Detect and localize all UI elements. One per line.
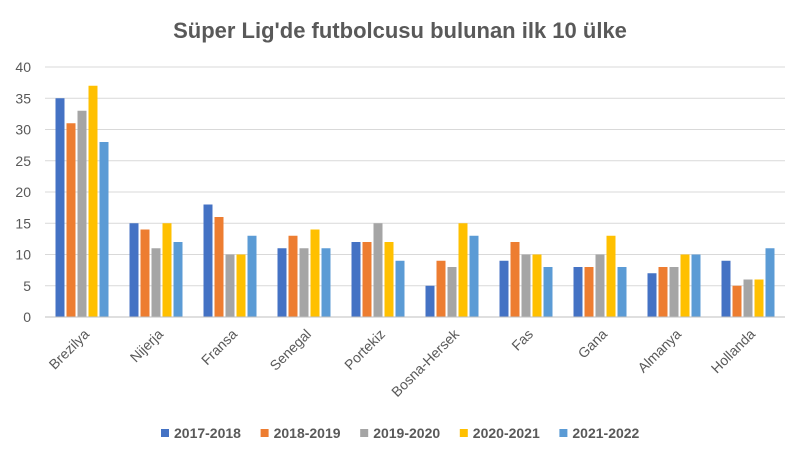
y-tick-label: 15	[15, 215, 31, 231]
bar	[680, 254, 690, 317]
bar	[658, 267, 668, 317]
legend-item: 2019-2020	[360, 425, 440, 441]
y-tick-label: 25	[15, 153, 31, 169]
x-tick-label: Almanya	[634, 326, 684, 376]
bar	[543, 267, 553, 317]
chart-title: Süper Lig'de futbolcusu bulunan ilk 10 ü…	[173, 18, 627, 43]
x-tick-label: Portekiz	[341, 326, 388, 373]
bar	[151, 248, 161, 317]
y-tick-label: 0	[23, 309, 31, 325]
bar	[691, 254, 701, 317]
legend-label: 2020-2021	[473, 425, 540, 441]
bar	[162, 223, 172, 317]
bar	[521, 254, 531, 317]
bar	[436, 260, 446, 317]
y-tick-label: 35	[15, 90, 31, 106]
bar	[647, 273, 657, 317]
bar	[129, 223, 139, 317]
bar	[573, 267, 583, 317]
legend-label: 2018-2019	[274, 425, 341, 441]
bar	[373, 223, 383, 317]
bar	[384, 242, 394, 317]
bar	[754, 279, 764, 317]
bar	[77, 110, 87, 317]
bar	[395, 260, 405, 317]
bar	[595, 254, 605, 317]
y-tick-label: 10	[15, 247, 31, 263]
bar	[743, 279, 753, 317]
legend-item: 2021-2022	[559, 425, 640, 441]
legend-swatch	[559, 429, 568, 437]
x-tick-label: Fas	[508, 326, 536, 354]
bar	[321, 248, 331, 317]
bar	[236, 254, 246, 317]
legend-label: 2021-2022	[572, 425, 639, 441]
y-tick-label: 40	[15, 59, 31, 75]
x-tick-label: Brezilya	[46, 326, 93, 373]
x-tick-label: Bosna-Hersek	[388, 325, 463, 400]
bar	[447, 267, 457, 317]
x-axis: Brezilya Nijerja Fransa Senegal Portekiz Bosn…	[45, 316, 785, 400]
bar	[499, 260, 509, 317]
legend-swatch	[459, 429, 468, 437]
bars	[55, 85, 775, 317]
legend: 2017-2018 2018-2019 2019-2020 2020-2021 2021…	[161, 425, 640, 441]
legend-swatch	[360, 429, 369, 437]
legend-label: 2017-2018	[174, 425, 241, 441]
bar	[469, 235, 479, 317]
bar	[66, 123, 76, 317]
bar	[458, 223, 468, 317]
bar	[173, 242, 183, 317]
y-axis: 0 5 10 15 20 25 30 35 40	[15, 59, 31, 325]
bar	[351, 242, 361, 317]
bar	[669, 267, 679, 317]
y-tick-label: 30	[15, 122, 31, 138]
legend-item: 2020-2021	[459, 425, 540, 441]
x-tick-label: Hollanda	[708, 326, 759, 377]
x-tick-label: Nijerja	[127, 326, 167, 366]
bar	[362, 242, 372, 317]
bar	[288, 235, 298, 317]
legend-label: 2019-2020	[373, 425, 440, 441]
bar	[140, 229, 150, 317]
bar	[310, 229, 320, 317]
bar	[88, 85, 98, 317]
bar	[55, 98, 65, 317]
x-tick-label: Gana	[575, 326, 611, 362]
bar	[721, 260, 731, 317]
bar	[277, 248, 287, 317]
bar	[606, 235, 616, 317]
bar	[299, 248, 309, 317]
bar	[617, 267, 627, 317]
x-tick-label: Fransa	[198, 326, 240, 368]
y-tick-label: 5	[23, 278, 31, 294]
legend-swatch	[260, 429, 269, 437]
bar	[584, 267, 594, 317]
bar	[214, 217, 224, 317]
y-tick-label: 20	[15, 184, 31, 200]
bar	[247, 235, 257, 317]
bar	[765, 248, 775, 317]
bar	[203, 204, 213, 317]
legend-item: 2017-2018	[161, 425, 241, 441]
legend-item: 2018-2019	[260, 425, 341, 441]
bar	[425, 285, 435, 317]
bar	[225, 254, 235, 317]
bar	[532, 254, 542, 317]
legend-swatch	[161, 429, 169, 437]
bar	[510, 242, 520, 317]
bar	[732, 285, 742, 317]
bar	[99, 142, 109, 317]
x-tick-label: Senegal	[266, 326, 314, 374]
